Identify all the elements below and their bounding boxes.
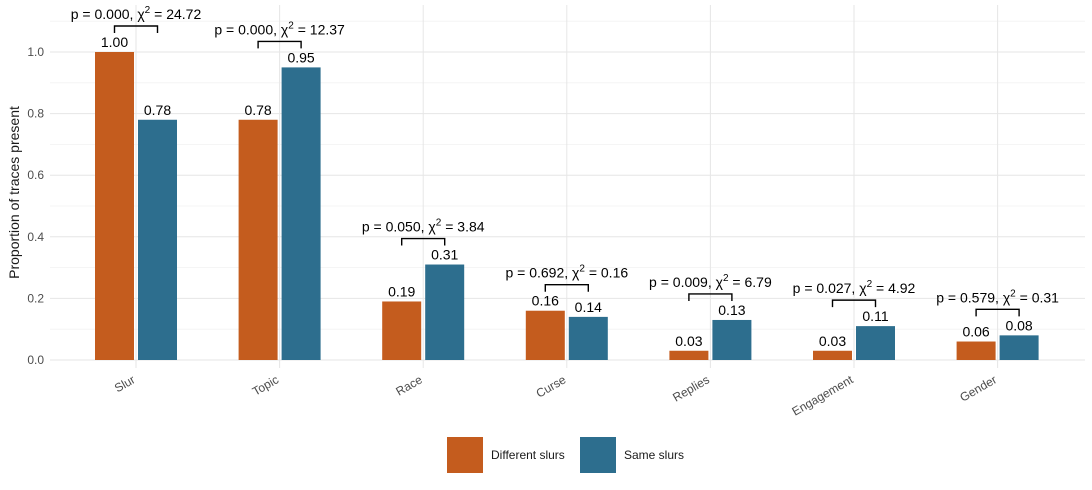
y-tick-label: 0.4 [27,230,44,244]
legend-label-different: Different slurs [491,448,565,462]
y-tick-label: 1.0 [27,45,44,59]
annotation-stat: = 3.84 [441,219,484,235]
x-tick-label-curse: Curse [534,372,569,400]
significance-bracket [544,284,589,292]
annotation-sup: 2 [145,5,151,16]
annotation-p: p = 0.027, [793,280,860,296]
x-tick-label-engagement: Engagement [790,372,857,418]
annotation-chi: χ [428,219,436,235]
annotation-text: p = 0.000, χ2 = 12.37 [214,20,345,37]
y-tick-label: 0.2 [27,291,44,305]
annotation-p: p = 0.692, [505,265,572,281]
bar-different-topic [238,119,278,360]
y-axis-title: Proportion of traces present [6,106,22,279]
annotation-sup: 2 [288,20,294,31]
bar-same-gender [999,335,1039,360]
data-label: 0.95 [287,49,314,65]
significance-bracket [975,308,1020,317]
legend-swatch-same [580,437,616,473]
annotation-stat: = 24.72 [150,6,201,22]
annotation-chi: χ [1003,289,1011,305]
data-label: 0.03 [819,333,846,349]
bar-same-slur [138,119,177,360]
annotation-stat: = 0.16 [585,265,628,281]
legend-label-same: Same slurs [624,448,684,462]
annotation-stat: = 6.79 [729,274,772,290]
significance-bracket [831,299,877,308]
annotation-p: p = 0.000, [71,6,138,22]
annotation-text: p = 0.579, χ2 = 0.31 [936,288,1059,305]
annotation-sup: 2 [867,279,873,290]
annotation-text: p = 0.692, χ2 = 0.16 [505,264,628,281]
y-tick-label: 0.0 [27,353,44,367]
x-tick-label-race: Race [393,372,425,398]
bar-different-race [382,301,422,360]
data-label: 0.78 [244,102,271,118]
data-label: 0.78 [144,102,171,118]
bar-same-race [425,264,465,360]
annotation-sup: 2 [579,264,585,275]
bar-same-topic [281,67,321,361]
bars-group: 1.00 0.78 0.78 0.95 0.19 0.31 0.16 0.14 0.03 0.13… [95,34,1039,361]
annotation-stat: = 12.37 [294,21,345,37]
y-tick-label: 0.8 [27,107,44,121]
y-tick-label: 0.6 [27,168,44,182]
bar-different-replies [669,350,709,360]
annotation-chi: χ [572,265,580,281]
annotation-text: p = 0.027, χ2 = 4.92 [793,279,916,296]
annotation-p: p = 0.009, [649,274,716,290]
data-label: 0.06 [962,324,989,340]
annotation-p: p = 0.579, [936,289,1003,305]
data-label: 1.00 [101,34,128,50]
significance-bracket [401,237,446,246]
bar-different-curse [525,310,565,360]
annotation-sup: 2 [436,218,442,229]
annotation-text: p = 0.050, χ2 = 3.84 [362,218,485,235]
grid-lines [50,5,1085,368]
bar-same-curse [568,316,608,360]
data-label: 0.19 [388,283,415,299]
data-label: 0.11 [862,308,888,324]
annotation-chi: χ [281,21,289,37]
x-tick-label-replies: Replies [670,372,712,404]
legend: Different slurs Same slurs [447,437,684,473]
annotation-p: p = 0.050, [362,219,429,235]
annotation-chi: χ [137,6,145,22]
bar-different-engagement [813,350,852,360]
annotation-text: p = 0.000, χ2 = 24.72 [71,5,202,22]
legend-swatch-different [447,437,483,473]
data-label: 0.14 [575,299,602,315]
annotation-sup: 2 [1010,288,1016,299]
bar-different-slur [95,52,134,360]
x-tick-label-topic: Topic [250,372,281,398]
data-label: 0.31 [431,247,458,263]
data-label: 0.13 [718,302,745,318]
annotation-text: p = 0.009, χ2 = 6.79 [649,273,772,290]
significance-bracket [688,293,733,301]
data-label: 0.16 [532,293,559,309]
annotation-chi: χ [716,274,724,290]
x-tick-label-slur: Slur [112,372,137,395]
annotation-sup: 2 [723,273,729,284]
bar-same-replies [712,319,752,360]
data-label: 0.03 [675,333,702,349]
annotation-chi: χ [859,280,867,296]
significance-bracket [113,25,159,33]
bar-different-gender [956,341,996,360]
bar-same-engagement [856,326,895,360]
x-tick-label-gender: Gender [957,372,999,404]
annotation-p: p = 0.000, [214,21,281,37]
significance-bracket [257,40,302,49]
annotations-group: p = 0.000, χ2 = 24.72p = 0.000, χ2 = 12.… [71,5,1059,317]
data-label: 0.08 [1005,317,1032,333]
annotation-stat: = 4.92 [872,280,915,296]
annotation-stat: = 0.31 [1016,289,1059,305]
